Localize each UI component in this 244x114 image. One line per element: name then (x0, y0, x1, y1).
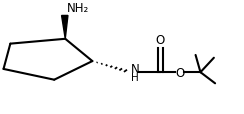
Text: N: N (131, 62, 140, 75)
Text: NH₂: NH₂ (67, 2, 90, 15)
Polygon shape (61, 16, 68, 39)
Text: O: O (156, 34, 165, 47)
Text: H: H (131, 72, 139, 82)
Text: O: O (175, 66, 184, 79)
